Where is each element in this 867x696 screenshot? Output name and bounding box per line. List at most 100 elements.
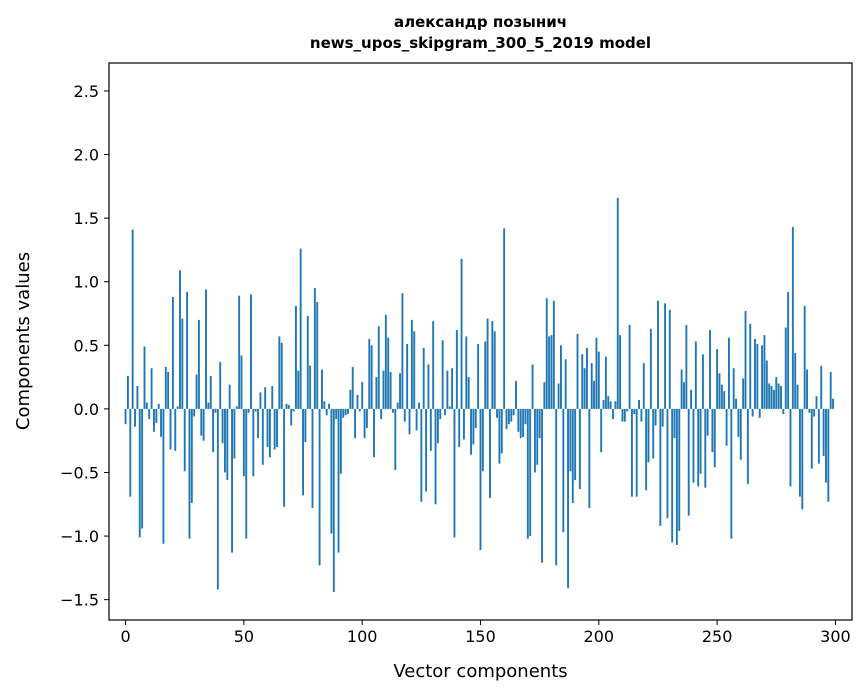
bar xyxy=(550,335,553,409)
bar xyxy=(666,408,669,519)
bar xyxy=(304,408,307,442)
bar xyxy=(462,408,465,440)
bar xyxy=(815,396,818,409)
bar xyxy=(467,377,470,409)
bar xyxy=(297,370,300,409)
bar xyxy=(134,408,136,427)
bar xyxy=(214,408,217,413)
bar xyxy=(649,328,652,409)
bar xyxy=(233,408,236,459)
bar xyxy=(533,408,536,473)
bar xyxy=(739,408,742,460)
bar xyxy=(429,408,432,451)
bar xyxy=(460,258,463,409)
bar xyxy=(394,408,397,470)
bar xyxy=(261,408,264,465)
bar xyxy=(765,360,768,409)
bar xyxy=(562,408,565,533)
bar xyxy=(252,408,255,477)
bar xyxy=(732,368,735,409)
bar xyxy=(725,408,728,446)
bar xyxy=(593,380,596,409)
bar xyxy=(231,408,233,553)
bar xyxy=(604,356,607,409)
bar xyxy=(784,327,787,409)
bar xyxy=(552,300,555,409)
bar xyxy=(510,408,513,422)
bar xyxy=(181,318,184,409)
bar xyxy=(221,408,224,444)
bar xyxy=(647,408,650,463)
x-tick-label: 0 xyxy=(120,627,130,646)
bar xyxy=(772,389,775,409)
bar xyxy=(706,408,709,436)
bar xyxy=(543,382,546,409)
bar xyxy=(186,291,189,409)
bar xyxy=(567,408,569,589)
bar xyxy=(422,347,425,409)
bar xyxy=(294,305,297,409)
bar xyxy=(512,408,515,416)
bar xyxy=(427,364,430,409)
bar xyxy=(500,408,503,454)
bar xyxy=(226,408,229,481)
y-tick-label: 1.5 xyxy=(74,209,99,228)
bar xyxy=(418,402,420,409)
bar xyxy=(735,398,737,409)
bar xyxy=(806,369,808,409)
bar xyxy=(365,408,368,428)
bar xyxy=(195,374,198,409)
bar xyxy=(600,408,603,453)
bar xyxy=(413,331,416,409)
bar xyxy=(633,408,636,414)
bar xyxy=(216,408,219,590)
bar xyxy=(190,408,193,504)
bar xyxy=(363,408,366,439)
bar xyxy=(399,373,401,409)
bar xyxy=(228,384,231,409)
bar xyxy=(370,345,373,409)
bar xyxy=(238,295,241,409)
y-tick-label: 0.5 xyxy=(74,336,99,355)
bar xyxy=(813,408,816,417)
bar xyxy=(141,408,144,529)
bar xyxy=(328,403,330,409)
bar xyxy=(273,408,276,450)
bar xyxy=(607,396,610,409)
bar xyxy=(751,408,754,417)
bar xyxy=(590,363,593,409)
bar xyxy=(451,368,454,409)
bar xyxy=(420,408,423,502)
x-axis-label: Vector components xyxy=(393,661,567,682)
bar xyxy=(368,338,371,409)
bar xyxy=(505,408,508,430)
bar xyxy=(808,408,811,413)
bar xyxy=(595,337,598,409)
bar xyxy=(697,408,700,487)
bar xyxy=(481,408,484,472)
bar xyxy=(259,392,262,409)
bar xyxy=(822,408,825,456)
bar xyxy=(621,408,624,422)
bar xyxy=(311,408,314,509)
bar xyxy=(630,408,633,497)
bar xyxy=(623,408,626,422)
bar xyxy=(224,408,226,473)
bar xyxy=(392,408,394,413)
bar xyxy=(635,408,638,497)
bar xyxy=(638,400,640,409)
bar xyxy=(339,408,342,474)
bar xyxy=(153,408,155,432)
bar xyxy=(687,408,690,516)
bar xyxy=(280,342,283,409)
bar xyxy=(439,408,442,420)
bar xyxy=(626,408,629,412)
bar xyxy=(515,380,517,409)
bar xyxy=(652,408,655,459)
bar xyxy=(680,369,683,409)
bar xyxy=(723,391,726,409)
bar xyxy=(162,408,165,544)
bar xyxy=(538,408,541,439)
bar xyxy=(287,405,290,409)
bar xyxy=(713,408,716,468)
